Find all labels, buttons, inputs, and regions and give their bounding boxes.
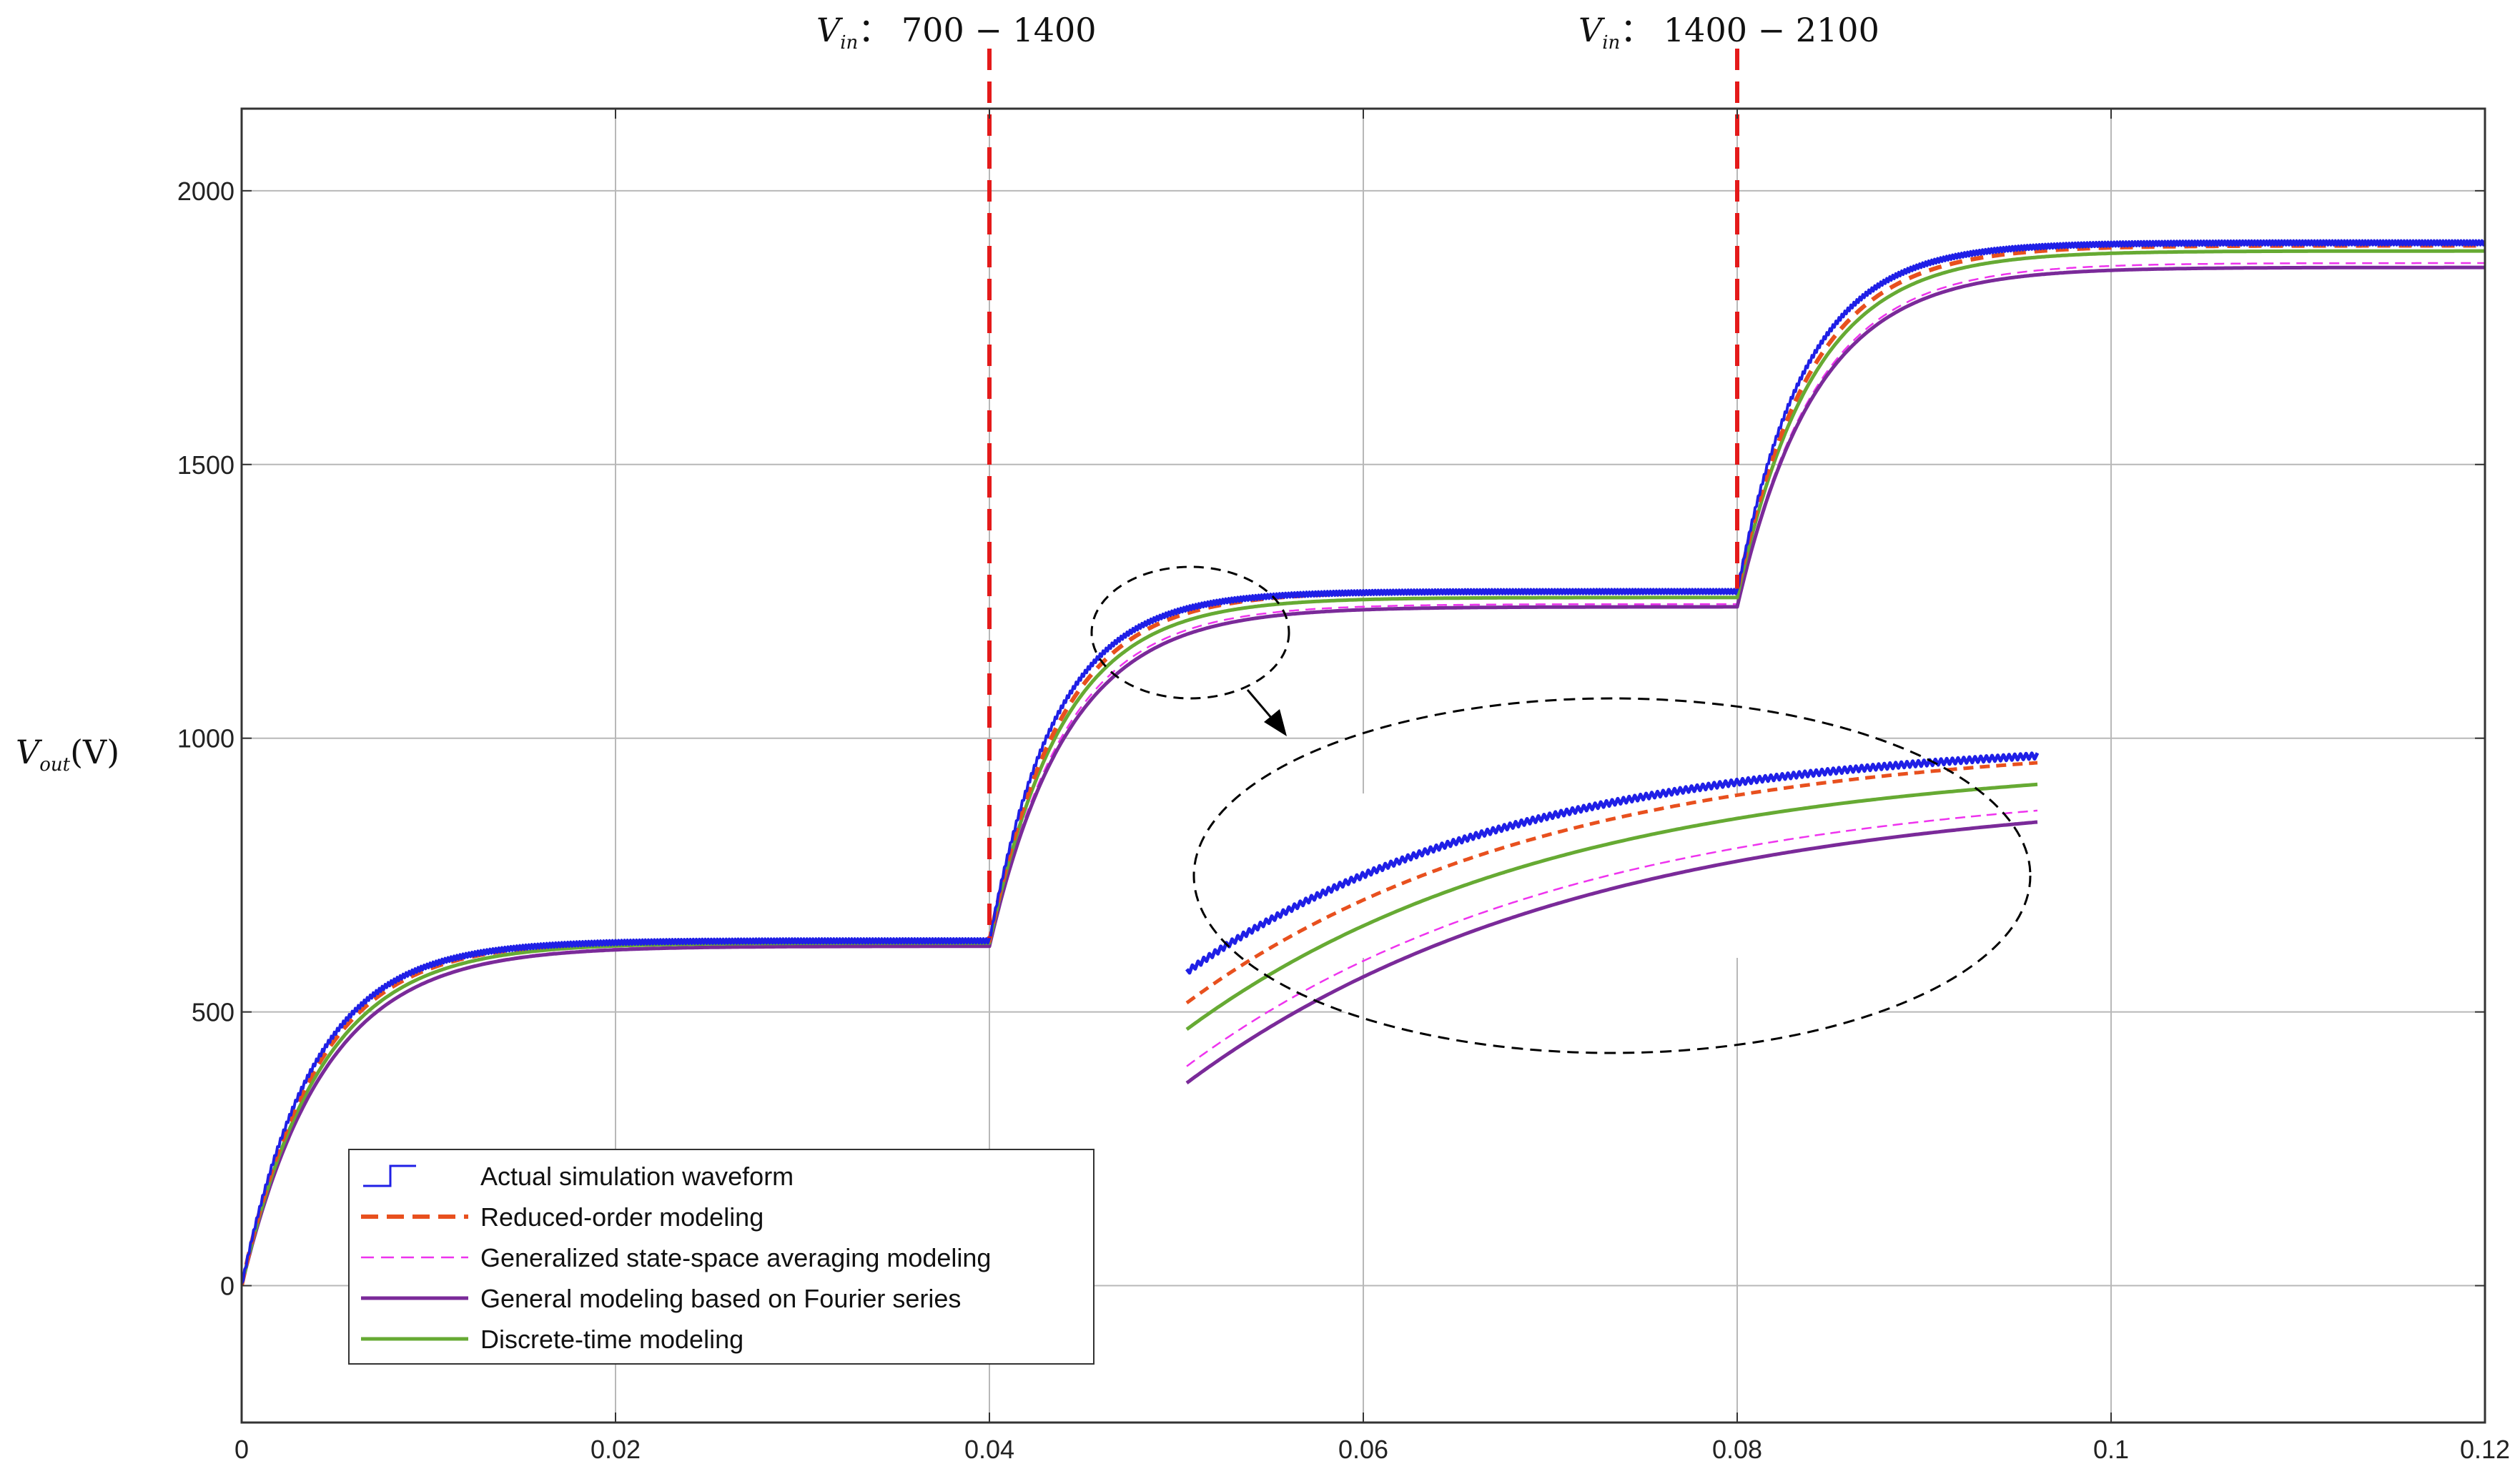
step-annotation-1: Vin： 700 − 1400 xyxy=(816,11,1097,54)
y-tick-label: 500 xyxy=(192,998,234,1027)
x-tick-label: 0.06 xyxy=(1338,1435,1388,1464)
legend-label-fourier: General modeling based on Fourier series xyxy=(480,1284,961,1313)
y-tick-label: 1000 xyxy=(177,724,234,753)
y-axis-symbol: V xyxy=(16,733,43,771)
legend-label-discrete: Discrete-time modeling xyxy=(480,1325,743,1354)
y-axis-label: Vout(V) xyxy=(16,733,119,776)
x-tick-label: 0.08 xyxy=(1712,1435,1762,1464)
zoom-highlight-ellipse xyxy=(1090,565,1290,700)
y-axis-unit: (V) xyxy=(70,733,119,771)
step-annotation-2-symbol: V xyxy=(1578,11,1606,49)
legend-box xyxy=(348,1149,1095,1365)
x-tick-label: 0 xyxy=(234,1435,249,1464)
series-gssa-zoom xyxy=(1186,809,2038,1067)
step-annotation-1-symbol: V xyxy=(816,11,844,49)
inset-border xyxy=(1192,697,2032,1054)
series-discrete-time xyxy=(242,249,2485,1287)
legend-label-gssa: Generalized state-space averaging modeli… xyxy=(480,1243,991,1272)
step-annotation-2-range: ： 1400 − 2100 xyxy=(1620,11,1879,49)
legend-label-reduced-order: Reduced-order modeling xyxy=(480,1202,764,1232)
y-axis-subscript: out xyxy=(39,754,70,776)
axis-ticks: 0 0.02 0.04 0.06 0.08 0.1 0.12 0 500 1000 1500 2000 xyxy=(177,109,2510,1464)
legend: Actual simulation waveform Reduced-order… xyxy=(348,1149,1095,1365)
series-actual-simulation xyxy=(242,239,2485,1285)
inset-background xyxy=(1194,698,2030,1053)
legend-sample-actual xyxy=(363,1164,416,1187)
legend-label-actual: Actual simulation waveform xyxy=(480,1162,794,1191)
inset-series xyxy=(1185,751,2040,1085)
series-layer xyxy=(242,239,2485,1287)
y-tick-label: 0 xyxy=(220,1272,234,1301)
step-annotation-2-subscript: in xyxy=(1602,32,1620,54)
inset-zoom xyxy=(1185,697,2040,1085)
series-actual-simulation-zoom xyxy=(1185,751,2040,975)
step-markers xyxy=(987,49,1739,939)
step-annotation-1-range: ： 700 − 1400 xyxy=(858,11,1096,49)
x-tick-label: 0.12 xyxy=(2460,1435,2510,1464)
series-reduced-order-zoom xyxy=(1185,761,2038,1005)
y-tick-label: 1500 xyxy=(177,450,234,480)
x-tick-label: 0.04 xyxy=(964,1435,1014,1464)
y-tick-label: 2000 xyxy=(177,177,234,206)
step-annotation-2: Vin： 1400 − 2100 xyxy=(1578,11,1879,54)
x-tick-label: 0.1 xyxy=(2093,1435,2129,1464)
series-fourier xyxy=(242,265,2485,1287)
series-discrete-time-zoom xyxy=(1185,782,2038,1032)
x-tick-label: 0.02 xyxy=(591,1435,641,1464)
series-fourier-zoom xyxy=(1185,820,2038,1085)
step-annotation-1-subscript: in xyxy=(840,32,858,54)
zoom-arrowhead xyxy=(1264,709,1287,736)
legend-samples xyxy=(361,1164,468,1341)
